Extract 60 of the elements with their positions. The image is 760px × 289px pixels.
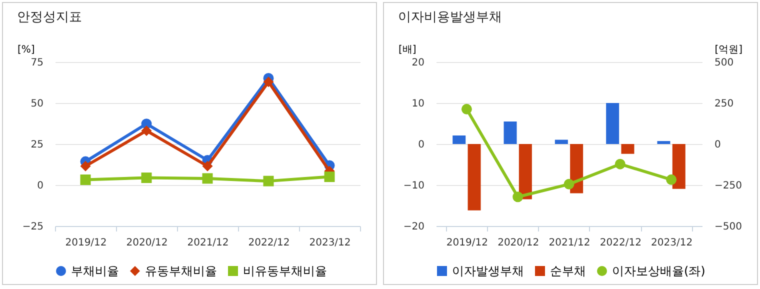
point bbox=[614, 158, 626, 170]
y-tick-label: 25 bbox=[30, 140, 44, 150]
point bbox=[324, 172, 335, 182]
y2-tick-label: 500 bbox=[714, 58, 734, 68]
y2-tick-label: −250 bbox=[714, 180, 742, 192]
y-tick-label: 0 bbox=[37, 180, 44, 192]
x-tick-label: 2019/12 bbox=[446, 238, 488, 248]
y-tick-label: 75 bbox=[30, 58, 44, 68]
y-tick-label: −25 bbox=[22, 222, 44, 232]
y-tick-label: 50 bbox=[30, 98, 44, 110]
bar bbox=[621, 144, 634, 154]
legend-label: 비유동부채비율 bbox=[243, 264, 327, 278]
point bbox=[461, 104, 472, 114]
bar bbox=[570, 144, 584, 194]
y2-tick-label: −500 bbox=[714, 222, 742, 232]
point bbox=[80, 160, 91, 172]
y2-axis-title: [억원] bbox=[714, 44, 743, 56]
bar bbox=[504, 122, 517, 144]
point bbox=[564, 178, 574, 190]
y2-tick-label: 250 bbox=[714, 98, 734, 110]
x-tick-label: 2019/12 bbox=[65, 238, 107, 248]
bar bbox=[606, 103, 620, 144]
bar bbox=[468, 144, 481, 210]
point bbox=[263, 76, 274, 88]
point bbox=[202, 173, 213, 184]
x-tick-label: 2021/12 bbox=[187, 238, 229, 248]
point bbox=[202, 160, 213, 172]
y-tick-label: 0 bbox=[418, 140, 424, 150]
point bbox=[141, 172, 152, 184]
y-tick-label: 20 bbox=[412, 58, 424, 68]
y-tick-label: −10 bbox=[403, 180, 424, 192]
legend-label: 유동부채비율 bbox=[145, 264, 217, 278]
bar bbox=[554, 140, 568, 144]
x-tick-label: 2021/12 bbox=[548, 238, 590, 248]
x-tick-label: 2022/12 bbox=[248, 238, 290, 248]
legend-label: 이자발생부채 bbox=[452, 264, 524, 278]
bar bbox=[518, 144, 532, 200]
point bbox=[666, 174, 677, 185]
y-tick-label: 10 bbox=[412, 98, 424, 110]
x-tick-label: 2023/12 bbox=[651, 238, 693, 248]
y-axis-title: [배] bbox=[398, 44, 416, 56]
bar bbox=[672, 144, 686, 189]
point bbox=[263, 176, 274, 186]
legend-label: 순부채 bbox=[550, 264, 586, 278]
bar bbox=[657, 141, 670, 144]
bar bbox=[452, 135, 466, 144]
y2-tick-label: 0 bbox=[714, 140, 721, 150]
legend-label: 이자보상배율(좌) bbox=[612, 264, 706, 278]
y-axis-title: [%] bbox=[18, 44, 35, 56]
point bbox=[512, 192, 524, 202]
y-tick-label: −20 bbox=[403, 222, 424, 232]
chart-title: 이자비용발생부채 bbox=[398, 10, 502, 25]
chart-title: 안정성지표 bbox=[17, 10, 82, 25]
point bbox=[141, 125, 152, 136]
x-tick-label: 2022/12 bbox=[600, 238, 642, 248]
x-tick-label: 2023/12 bbox=[309, 238, 351, 248]
legend-label: 부채비율 bbox=[71, 264, 119, 278]
x-tick-label: 2020/12 bbox=[498, 238, 540, 248]
point bbox=[80, 174, 91, 185]
x-tick-label: 2020/12 bbox=[126, 238, 168, 248]
